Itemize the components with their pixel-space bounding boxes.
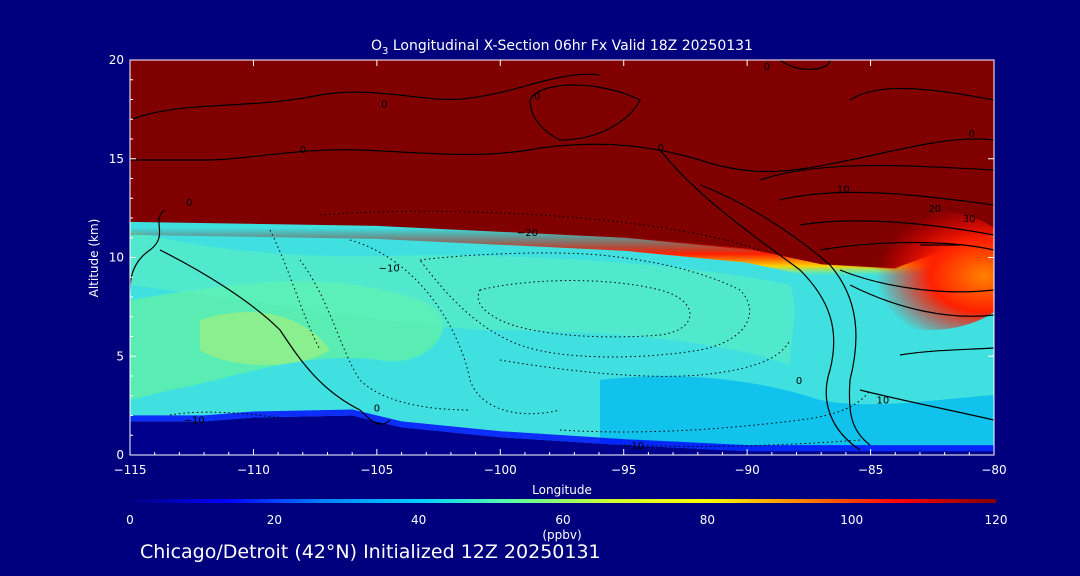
x-tick-label: −85 <box>858 463 883 477</box>
x-tick-label: −90 <box>734 463 759 477</box>
y-tick-label: 20 <box>109 53 124 67</box>
contour-label: 10 <box>877 396 890 407</box>
y-tick-label: 0 <box>116 448 124 462</box>
y-axis-label: Altitude (km) <box>87 219 101 298</box>
contour-labels: 0 0 0 0 0 0 0 0 0 −10 −10 −10 −20 10 10 20 30 <box>184 62 976 452</box>
contour-line <box>759 164 994 181</box>
footer-caption: Chicago/Detroit (42°N) Initialized 12Z 2… <box>140 541 601 563</box>
contour-line <box>779 60 831 71</box>
contour-line <box>839 269 994 293</box>
contour-label: 0 <box>969 129 975 140</box>
contour-label: −10 <box>379 263 400 274</box>
contour-label: −20 <box>517 228 538 239</box>
contour-line <box>779 191 994 206</box>
contour-label: 10 <box>837 184 850 195</box>
contour-line <box>659 149 861 451</box>
contour-line <box>899 347 994 356</box>
y-tick-label: 15 <box>109 152 124 166</box>
x-axis-label: Longitude <box>532 483 592 497</box>
contour-label: 0 <box>796 376 802 387</box>
contour-line <box>130 73 601 121</box>
contour-label: 0 <box>764 62 770 73</box>
x-tick-label: −115 <box>114 463 147 477</box>
dotted-contour-line <box>419 252 750 358</box>
y-axis: 0 5 10 15 20 <box>109 53 994 462</box>
contour-line <box>130 138 994 173</box>
contour-label: 30 <box>963 214 976 225</box>
contour-label: 0 <box>381 99 387 110</box>
contour-label: 20 <box>928 204 941 215</box>
contour-label: −10 <box>623 441 644 452</box>
colorbar-tick-label: 20 <box>267 513 282 527</box>
contour-label: 0 <box>658 143 664 154</box>
colorbar-tick-label: 60 <box>555 513 570 527</box>
dotted-contour-line <box>477 280 691 338</box>
x-tick-label: −110 <box>237 463 270 477</box>
contour-line <box>799 220 994 236</box>
midlevel-region <box>130 230 795 365</box>
colorbar <box>130 499 996 503</box>
dotted-contour-line <box>499 339 791 377</box>
ozone-field: 0 0 0 0 0 0 0 0 0 −10 −10 −10 −20 10 10 20 30 <box>130 60 994 455</box>
colorbar-ticks: 0 20 40 60 80 100 120 <box>126 513 1007 527</box>
contour-line <box>159 249 391 425</box>
colorbar-units: (ppbv) <box>542 528 581 542</box>
dotted-contour-line <box>559 389 871 433</box>
high-ozone-hotspot <box>840 210 994 330</box>
y-tick-label: 5 <box>116 349 124 363</box>
contour-line <box>529 84 641 141</box>
colorbar-tick-label: 80 <box>700 513 715 527</box>
dotted-contour-line <box>269 229 321 351</box>
colorbar-tick-label: 0 <box>126 513 134 527</box>
solid-contours <box>130 60 994 451</box>
contour-label: 0 <box>300 145 306 156</box>
x-tick-label: −80 <box>981 463 1006 477</box>
x-tick-label: −100 <box>484 463 517 477</box>
stratosphere-region <box>130 60 994 270</box>
contour-line <box>819 241 994 251</box>
x-tick-label: −95 <box>611 463 636 477</box>
contour-label: −10 <box>184 415 205 426</box>
dotted-contours <box>169 210 871 447</box>
contour-label: 0 <box>534 92 540 103</box>
contour-line <box>130 209 166 291</box>
contour-line <box>849 87 994 101</box>
colorbar-tick-label: 100 <box>840 513 863 527</box>
y-tick-label: 10 <box>109 251 124 265</box>
x-axis: −115 −110 −105 −100 −95 −90 −85 −80 <box>114 60 1007 477</box>
dotted-contour-line <box>169 411 281 419</box>
contour-line <box>849 284 994 317</box>
terrain-edge <box>130 409 994 452</box>
lower-blue-region <box>600 376 994 455</box>
terrain-region <box>130 415 994 455</box>
contour-label: 0 <box>374 404 380 415</box>
contour-line <box>859 389 994 421</box>
yellow-green-region <box>200 311 330 365</box>
colorbar-tick-label: 120 <box>985 513 1008 527</box>
contour-line <box>699 184 871 446</box>
x-tick-label: −105 <box>360 463 393 477</box>
chart-title: O3 Longitudinal X-Section 06hr Fx Valid … <box>371 38 753 57</box>
colorbar-tick-label: 40 <box>411 513 426 527</box>
contour-label: 0 <box>186 198 192 209</box>
